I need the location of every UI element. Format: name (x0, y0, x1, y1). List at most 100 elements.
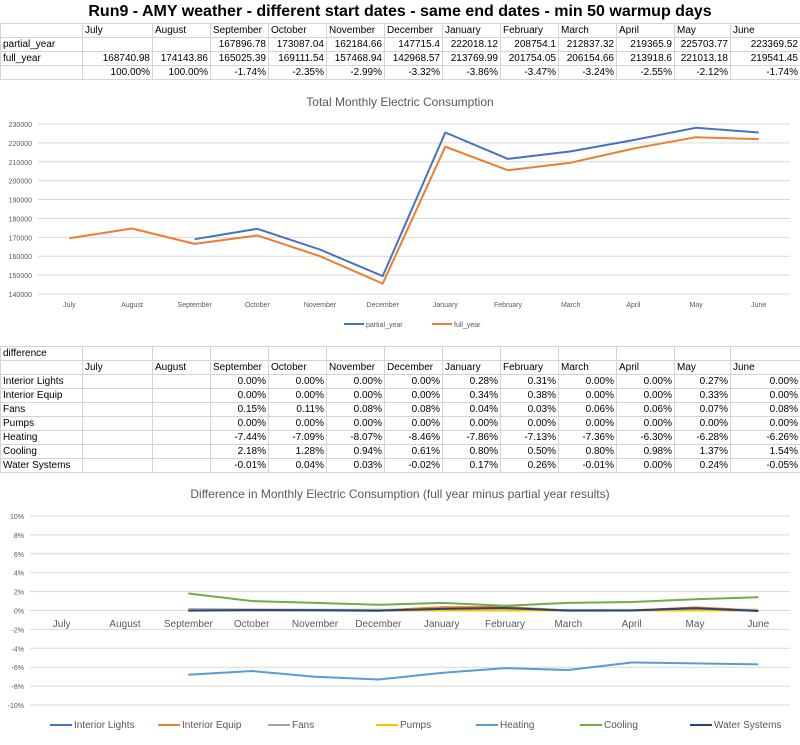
table-cell[interactable]: 0.28% (442, 374, 501, 389)
month-header-january[interactable]: January (442, 23, 501, 38)
table-cell[interactable]: 162184.66 (326, 37, 385, 52)
month-header-september[interactable]: September (210, 23, 269, 38)
table-cell[interactable] (82, 458, 153, 473)
table-cell[interactable]: 0.00% (730, 388, 800, 403)
table-cell[interactable]: 174143.86 (152, 51, 211, 66)
table-cell[interactable]: 0.24% (674, 458, 731, 473)
table-cell[interactable]: -6.30% (616, 430, 675, 445)
row-label[interactable] (0, 65, 83, 80)
table-cell[interactable]: -2.12% (674, 65, 731, 80)
table-cell[interactable]: -7.09% (268, 430, 327, 445)
table-cell[interactable]: 0.00% (730, 374, 800, 389)
table-cell[interactable] (152, 402, 211, 417)
table-cell[interactable]: -2.55% (616, 65, 675, 80)
table-cell[interactable]: 208754.1 (500, 37, 559, 52)
table-cell[interactable]: 221013.18 (674, 51, 731, 66)
row-label[interactable]: partial_year (0, 37, 83, 52)
table-cell[interactable]: 0.94% (326, 444, 385, 459)
table-cell[interactable]: 0.00% (384, 388, 443, 403)
empty-cell[interactable] (442, 346, 501, 361)
table-cell[interactable]: 0.61% (384, 444, 443, 459)
table-cell[interactable]: 219365.9 (616, 37, 675, 52)
table-cell[interactable]: 0.00% (326, 416, 385, 431)
table-cell[interactable] (82, 388, 153, 403)
corner-cell[interactable] (0, 360, 83, 375)
table-cell[interactable]: 165025.39 (210, 51, 269, 66)
table-cell[interactable]: 219541.45 (730, 51, 800, 66)
table-cell[interactable] (82, 416, 153, 431)
table-cell[interactable]: 0.04% (442, 402, 501, 417)
table-cell[interactable] (152, 37, 211, 52)
table-cell[interactable]: 1.54% (730, 444, 800, 459)
table-cell[interactable]: 0.06% (616, 402, 675, 417)
corner-cell[interactable] (0, 23, 83, 38)
month-header-may[interactable]: May (674, 23, 731, 38)
table-cell[interactable]: 0.00% (442, 416, 501, 431)
table-cell[interactable] (152, 416, 211, 431)
table-cell[interactable]: 0.34% (442, 388, 501, 403)
table-cell[interactable]: 0.06% (558, 402, 617, 417)
table-cell[interactable] (82, 402, 153, 417)
row-label[interactable]: Fans (0, 402, 83, 417)
month-header-july[interactable]: July (82, 360, 153, 375)
empty-cell[interactable] (558, 346, 617, 361)
table-cell[interactable]: 223369.52 (730, 37, 800, 52)
table-cell[interactable]: 0.33% (674, 388, 731, 403)
table-cell[interactable]: 167896.78 (210, 37, 269, 52)
table-cell[interactable]: 173087.04 (268, 37, 327, 52)
row-label[interactable]: Heating (0, 430, 83, 445)
difference-title[interactable]: difference (0, 346, 83, 361)
empty-cell[interactable] (82, 346, 153, 361)
table-cell[interactable]: 0.04% (268, 458, 327, 473)
month-header-may[interactable]: May (674, 360, 731, 375)
table-cell[interactable]: 0.00% (558, 416, 617, 431)
table-cell[interactable] (152, 458, 211, 473)
table-cell[interactable]: 0.00% (210, 374, 269, 389)
table-cell[interactable]: 0.00% (384, 374, 443, 389)
table-cell[interactable]: 0.27% (674, 374, 731, 389)
table-cell[interactable]: 147715.4 (384, 37, 443, 52)
table-cell[interactable]: 168740.98 (82, 51, 153, 66)
table-cell[interactable] (82, 444, 153, 459)
row-label[interactable]: Pumps (0, 416, 83, 431)
month-header-july[interactable]: July (82, 23, 153, 38)
table-cell[interactable]: -6.28% (674, 430, 731, 445)
table-cell[interactable] (82, 374, 153, 389)
table-cell[interactable]: 213769.99 (442, 51, 501, 66)
table-cell[interactable]: 0.00% (558, 374, 617, 389)
empty-cell[interactable] (674, 346, 731, 361)
table-cell[interactable]: 0.00% (616, 416, 675, 431)
table-cell[interactable]: 0.07% (674, 402, 731, 417)
table-cell[interactable]: 0.98% (616, 444, 675, 459)
table-cell[interactable]: 0.08% (326, 402, 385, 417)
table-cell[interactable]: 169111.54 (268, 51, 327, 66)
table-cell[interactable]: 222018.12 (442, 37, 501, 52)
table-cell[interactable]: -1.74% (210, 65, 269, 80)
empty-cell[interactable] (152, 346, 211, 361)
table-cell[interactable]: 0.26% (500, 458, 559, 473)
month-header-april[interactable]: April (616, 23, 675, 38)
month-header-april[interactable]: April (616, 360, 675, 375)
table-cell[interactable] (82, 430, 153, 445)
month-header-february[interactable]: February (500, 23, 559, 38)
table-cell[interactable]: -1.74% (730, 65, 800, 80)
table-cell[interactable]: 100.00% (152, 65, 211, 80)
empty-cell[interactable] (268, 346, 327, 361)
row-label[interactable]: Water Systems (0, 458, 83, 473)
month-header-june[interactable]: June (730, 23, 800, 38)
table-cell[interactable]: 0.00% (268, 416, 327, 431)
row-label[interactable]: Cooling (0, 444, 83, 459)
table-cell[interactable]: -0.01% (558, 458, 617, 473)
table-cell[interactable]: 0.00% (558, 388, 617, 403)
month-header-february[interactable]: February (500, 360, 559, 375)
table-cell[interactable]: -7.36% (558, 430, 617, 445)
table-cell[interactable]: 0.11% (268, 402, 327, 417)
table-cell[interactable]: 225703.77 (674, 37, 731, 52)
table-cell[interactable] (152, 388, 211, 403)
month-header-september[interactable]: September (210, 360, 269, 375)
table-cell[interactable]: 0.38% (500, 388, 559, 403)
table-cell[interactable]: 0.00% (616, 374, 675, 389)
month-header-october[interactable]: October (268, 23, 327, 38)
month-header-november[interactable]: November (326, 360, 385, 375)
table-cell[interactable]: 0.00% (500, 416, 559, 431)
